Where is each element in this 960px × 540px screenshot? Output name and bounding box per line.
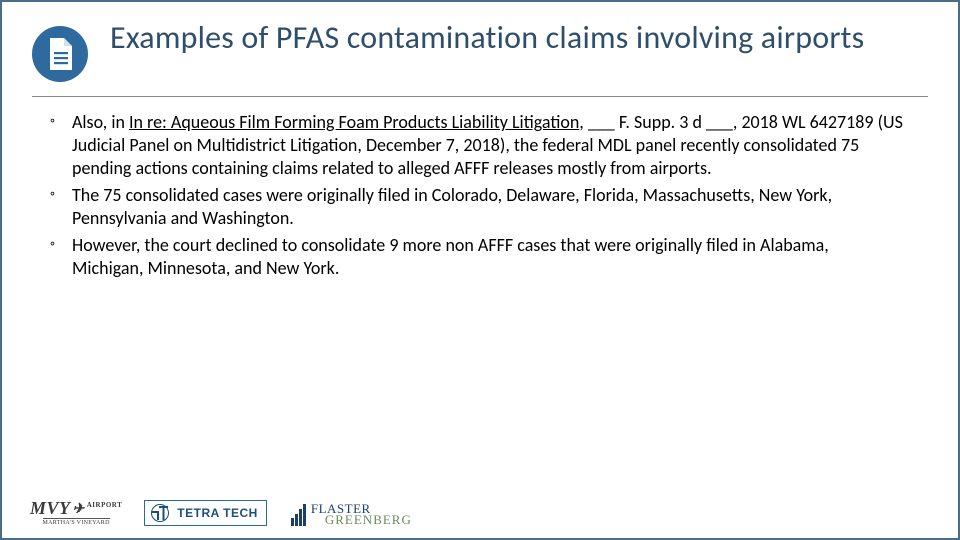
slide-body: Also, in In re: Aqueous Film Forming Foa…	[2, 111, 958, 280]
bullet-text-pre: However, the court declined to consolida…	[72, 234, 829, 279]
bullet-list: Also, in In re: Aqueous Film Forming Foa…	[72, 111, 903, 280]
mvy-logo-sub: MARTHA'S VINEYARD	[43, 518, 110, 526]
bullet-text-pre: Also, in	[72, 111, 129, 133]
tetra-tech-text: TETRA TECH	[177, 506, 258, 520]
mvy-airport-logo: MVY ✈ AIRPORT MARTHA'S VINEYARD	[30, 499, 122, 526]
mvy-logo-main: MVY	[30, 499, 71, 517]
slide-header: Examples of PFAS contamination claims in…	[2, 2, 958, 96]
flaster-greenberg-logo: FLASTER GREENBERG	[289, 503, 412, 526]
footer-logos: MVY ✈ AIRPORT MARTHA'S VINEYARD TETRA TE…	[30, 499, 930, 526]
airplane-icon: ✈	[73, 503, 85, 517]
bullet-text-pre: The 75 consolidated cases were originall…	[72, 184, 832, 229]
bullet-text-underline: In re: Aqueous Film Forming Foam Product…	[129, 111, 579, 133]
document-icon	[32, 26, 88, 82]
mvy-logo-tag: AIRPORT	[87, 502, 123, 509]
bullet-item: However, the court declined to consolida…	[72, 234, 903, 280]
flaster-mark-icon	[289, 504, 307, 526]
header-divider	[32, 96, 928, 97]
bullet-item: Also, in In re: Aqueous Film Forming Foa…	[72, 111, 903, 180]
slide-title: Examples of PFAS contamination claims in…	[110, 20, 864, 57]
bullet-item: The 75 consolidated cases were originall…	[72, 184, 903, 230]
tetra-tech-icon	[149, 504, 171, 522]
flaster-line2: GREENBERG	[325, 514, 412, 526]
tetra-tech-logo: TETRA TECH	[144, 500, 267, 526]
